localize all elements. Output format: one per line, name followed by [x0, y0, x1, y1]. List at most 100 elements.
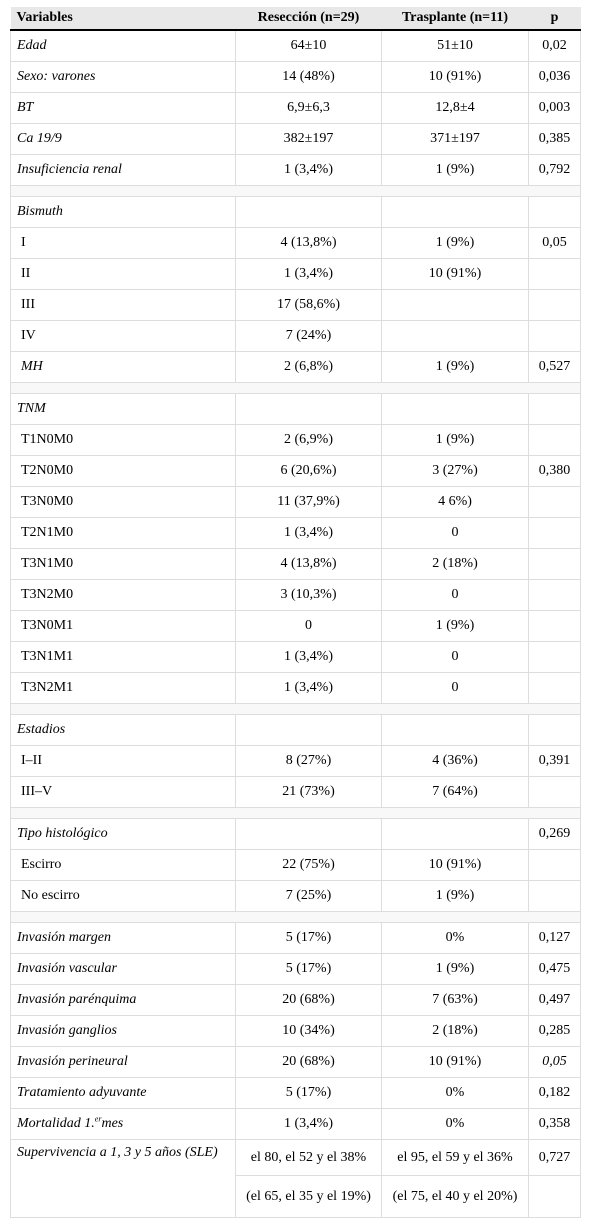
cell-p [528, 257, 581, 290]
cell-trasplante: (el 75, el 40 y el 20%) [381, 1174, 529, 1218]
table-row: II 1 (3,4%) 10 (91%) [10, 257, 581, 290]
cell-reseccion: 64±10 [235, 29, 382, 62]
cell-trasplante: 1 (9%) [381, 423, 529, 456]
table-row: T3N2M0 3 (10,3%) 0 [10, 578, 581, 611]
row-label: Invasión margen [10, 921, 236, 954]
table-row: Ca 19/9 382±197 371±197 0,385 [10, 122, 581, 155]
cell-reseccion: 0 [235, 609, 382, 642]
cell-trasplante: 10 (91%) [381, 60, 529, 93]
cell-p: 0,02 [528, 29, 581, 62]
row-label: T2N1M0 [10, 516, 236, 549]
cell-reseccion: 11 (37,9%) [235, 485, 382, 518]
cell-reseccion: 4 (13,8%) [235, 547, 382, 580]
cell-p: 0,003 [528, 91, 581, 124]
cell-p [528, 392, 581, 425]
cell-p: 0,285 [528, 1014, 581, 1047]
cell-reseccion: 8 (27%) [235, 744, 382, 777]
cell-p: 0,385 [528, 122, 581, 155]
cell-p: 0,269 [528, 817, 581, 850]
cell-trasplante: 2 (18%) [381, 547, 529, 580]
cell-trasplante [381, 195, 529, 228]
table-row: MH 2 (6,8%) 1 (9%) 0,527 [10, 350, 581, 383]
row-label: Edad [10, 29, 236, 62]
cell-reseccion: (el 65, el 35 y el 19%) [235, 1174, 382, 1218]
table-row: I 4 (13,8%) 1 (9%) 0,05 [10, 226, 581, 259]
cell-reseccion: 17 (58,6%) [235, 288, 382, 321]
cell-reseccion: 5 (17%) [235, 921, 382, 954]
cell-trasplante: 0% [381, 921, 529, 954]
row-label: IV [10, 319, 236, 352]
spacer-cell [10, 806, 581, 819]
row-label: Tratamiento adyuvante [10, 1076, 236, 1109]
table-row: Supervivencia a 1, 3 y 5 años (SLE) el 8… [10, 1138, 581, 1218]
table-row: T1N0M0 2 (6,9%) 1 (9%) [10, 423, 581, 456]
row-label: III–V [10, 775, 236, 808]
section-spacer [10, 381, 581, 394]
cell-reseccion: 14 (48%) [235, 60, 382, 93]
section-spacer [10, 702, 581, 715]
cell-p [528, 485, 581, 518]
cell-trasplante: 10 (91%) [381, 848, 529, 881]
cell-p [528, 423, 581, 456]
cell-p [528, 671, 581, 704]
cell-p [528, 319, 581, 352]
row-label: II [10, 257, 236, 290]
table-row: (el 65, el 35 y el 19%) (el 75, el 40 y … [11, 1174, 581, 1218]
cell-p: 0,182 [528, 1076, 581, 1109]
header-row: Variables Resección (n=29) Trasplante (n… [10, 7, 581, 31]
spacer-cell [10, 702, 581, 715]
table-row: T3N1M1 1 (3,4%) 0 [10, 640, 581, 673]
cell-p: 0,792 [528, 153, 581, 186]
row-label: T3N0M0 [10, 485, 236, 518]
row-label: T3N0M1 [10, 609, 236, 642]
cell-trasplante: 0% [381, 1107, 529, 1140]
cell-reseccion: 7 (24%) [235, 319, 382, 352]
table-row: III 17 (58,6%) [10, 288, 581, 321]
cell-reseccion: 1 (3,4%) [235, 516, 382, 549]
table-row: Mortalidad 1.ermes 1 (3,4%) 0% 0,358 [10, 1107, 581, 1140]
section-label-tnm: TNM [10, 392, 236, 425]
section-spacer [10, 806, 581, 819]
table-row: T3N0M0 11 (37,9%) 4 6%) [10, 485, 581, 518]
cell-p [528, 879, 581, 912]
row-label: Mortalidad 1.ermes [10, 1107, 236, 1140]
cell-p: 0,497 [528, 983, 581, 1016]
section-header-row: TNM [10, 392, 581, 425]
row-label: Supervivencia a 1, 3 y 5 años (SLE) [10, 1138, 236, 1218]
row-label: MH [10, 350, 236, 383]
label-superscript: er [94, 1114, 102, 1124]
cell-reseccion: el 80, el 52 y el 38% [235, 1138, 382, 1176]
row-label: Sexo: varones [10, 60, 236, 93]
cell-reseccion [235, 392, 382, 425]
cell-reseccion: 20 (68%) [235, 983, 382, 1016]
cell-trasplante: 12,8±4 [381, 91, 529, 124]
table-row: T2N0M0 6 (20,6%) 3 (27%) 0,380 [10, 454, 581, 487]
row-label: I [10, 226, 236, 259]
row-label: No escirro [10, 879, 236, 912]
cell-trasplante: 1 (9%) [381, 609, 529, 642]
cell-p [528, 1174, 581, 1218]
cell-p: 0,527 [528, 350, 581, 383]
row-label: Invasión vascular [10, 952, 236, 985]
cell-p [528, 775, 581, 808]
cell-reseccion: 7 (25%) [235, 879, 382, 912]
row-label: T3N2M0 [10, 578, 236, 611]
table-row: T2N1M0 1 (3,4%) 0 [10, 516, 581, 549]
cell-trasplante: 3 (27%) [381, 454, 529, 487]
cell-trasplante: 4 6%) [381, 485, 529, 518]
cell-reseccion: 10 (34%) [235, 1014, 382, 1047]
table-row: Tratamiento adyuvante 5 (17%) 0% 0,182 [10, 1076, 581, 1109]
section-label-bismuth: Bismuth [10, 195, 236, 228]
table-row: IV 7 (24%) [10, 319, 581, 352]
row-label: Invasión perineural [10, 1045, 236, 1078]
section-header-row: Estadios [10, 713, 581, 746]
row-label: Tipo histológico [10, 817, 236, 850]
cell-trasplante: 0 [381, 516, 529, 549]
cell-p: 0,475 [528, 952, 581, 985]
row-label: T2N0M0 [10, 454, 236, 487]
cell-p [528, 578, 581, 611]
section-spacer [10, 184, 581, 197]
cell-trasplante: 10 (91%) [381, 257, 529, 290]
cell-reseccion: 5 (17%) [235, 1076, 382, 1109]
